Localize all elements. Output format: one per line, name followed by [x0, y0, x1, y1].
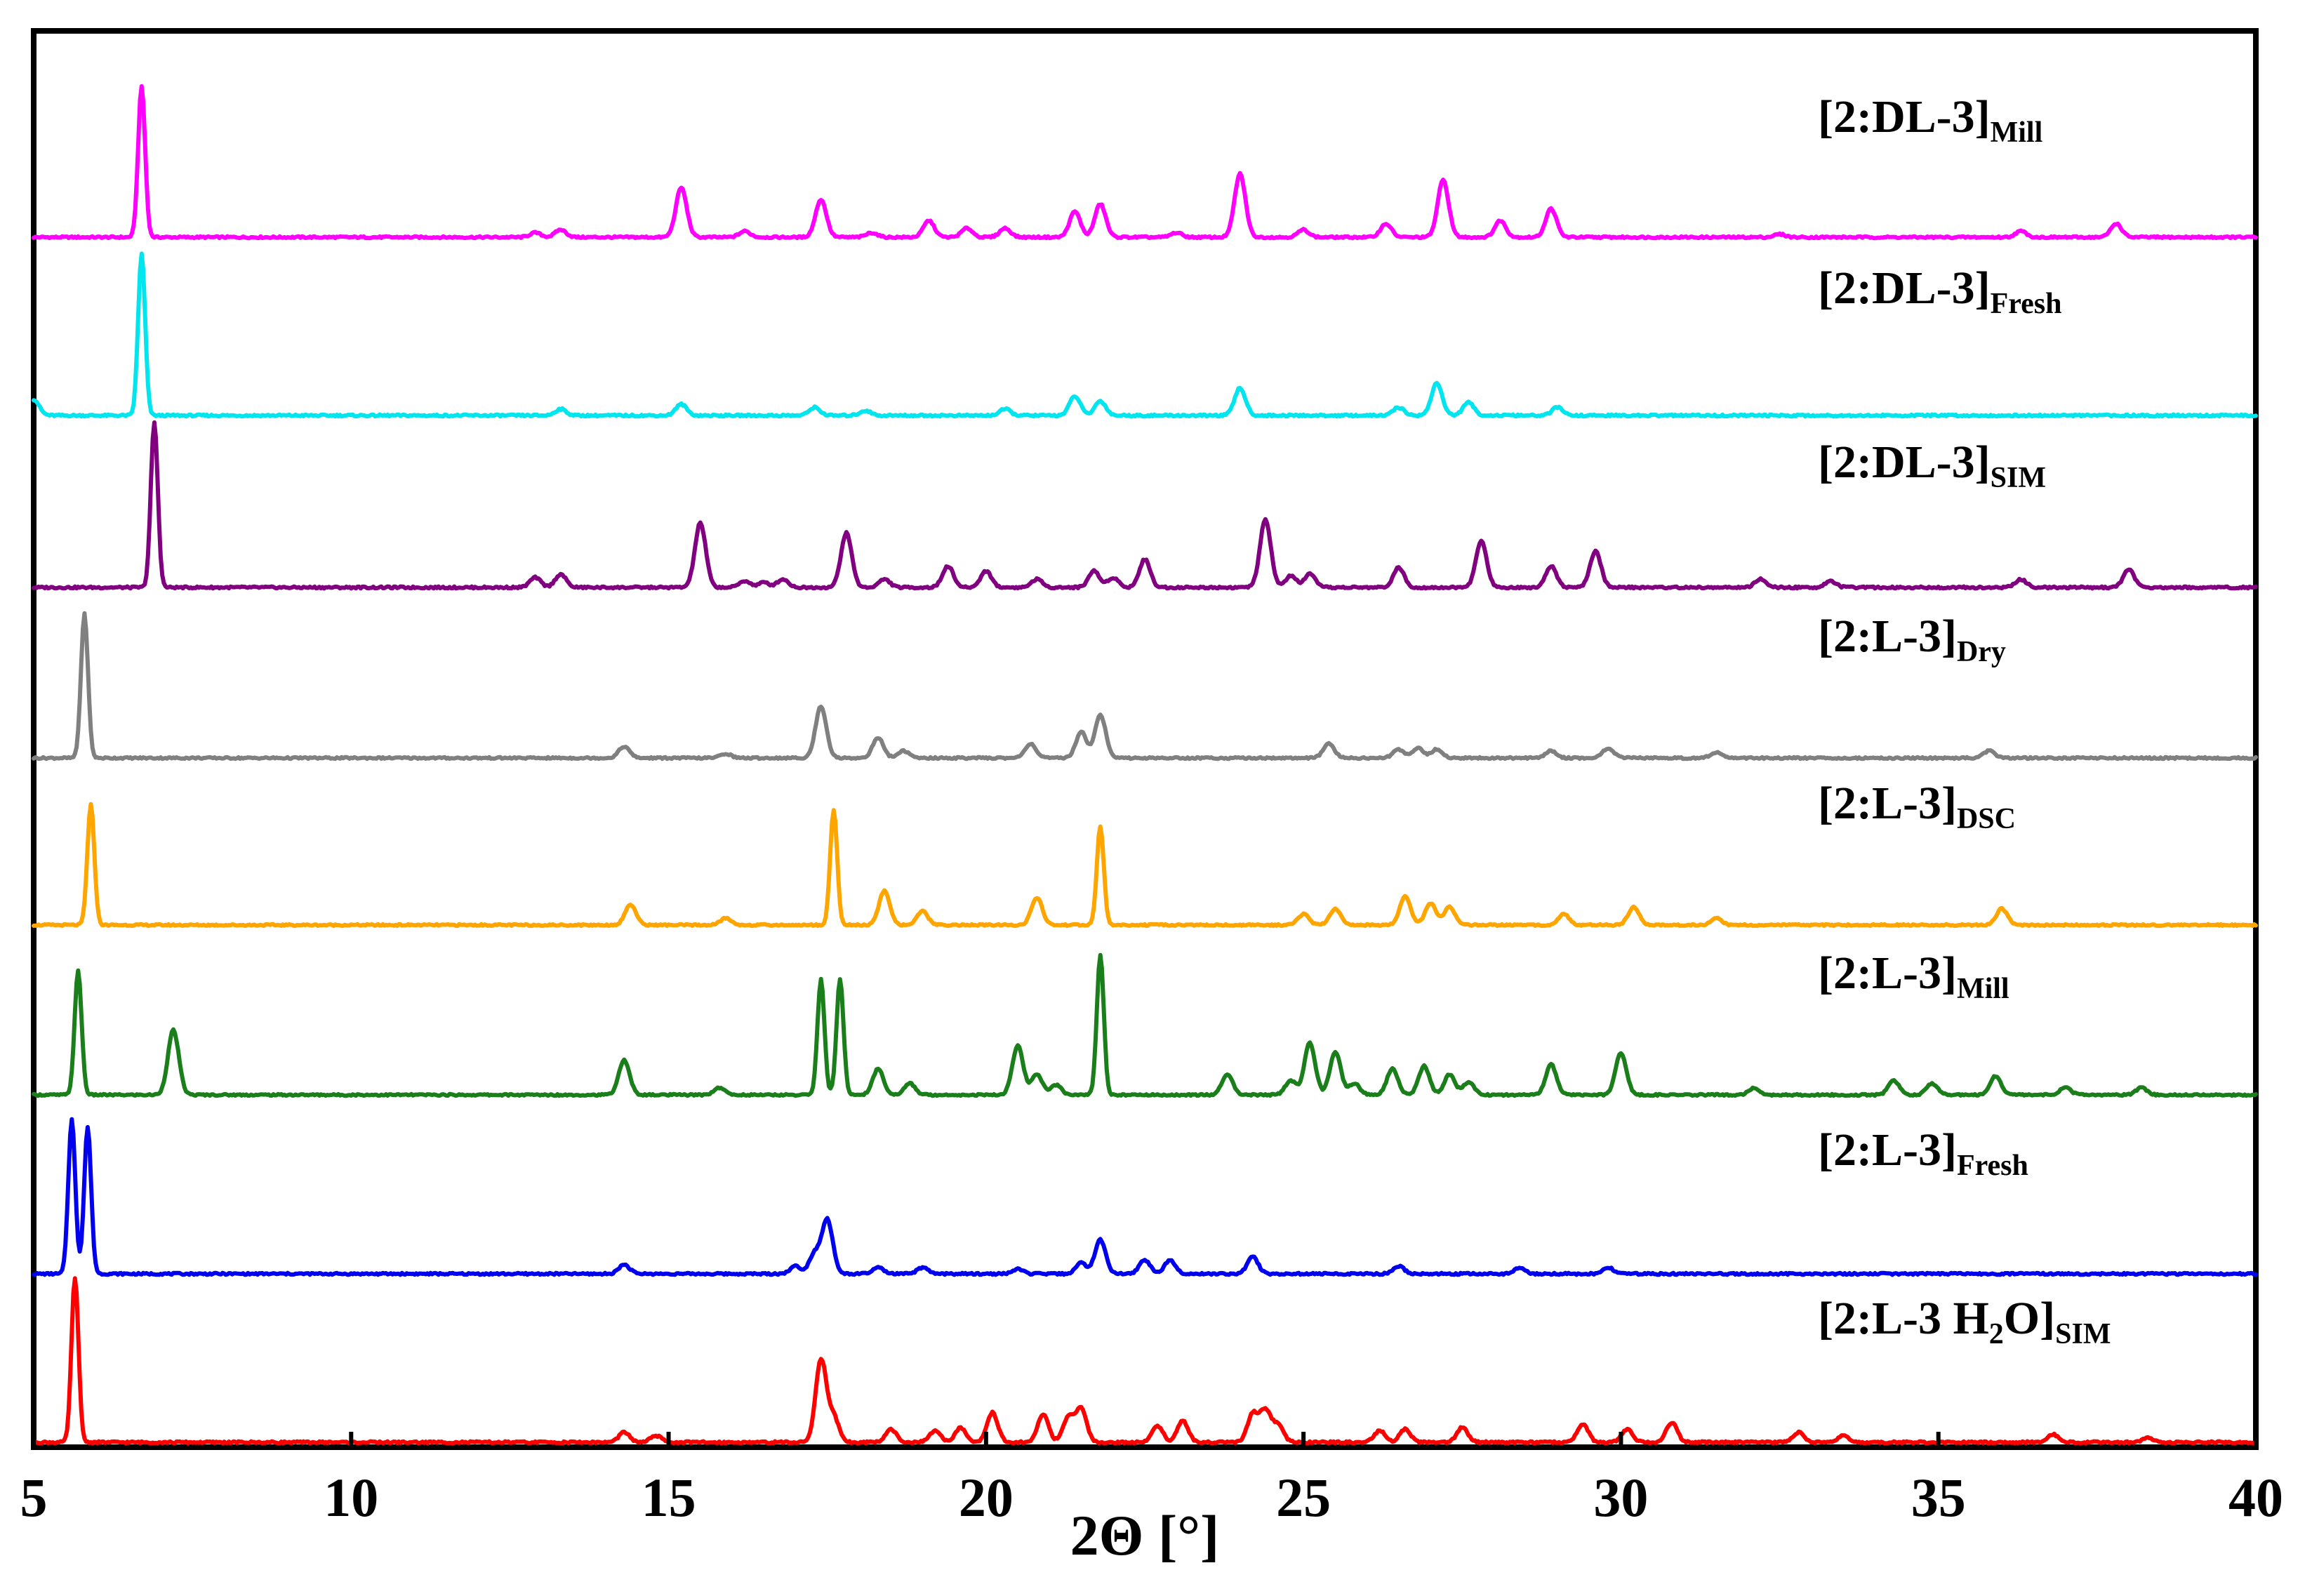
x-tick-label-30: 30 — [1593, 1467, 1648, 1528]
series-line-7 — [32, 1117, 2258, 1277]
series-label-5: [2:L-3]DSC — [1818, 778, 2016, 835]
x-tick-label-25: 25 — [1276, 1467, 1331, 1528]
plot-frame — [31, 28, 2259, 1450]
series-line-5 — [32, 802, 2258, 929]
series-label-2: [2:DL-3]Fresh — [1818, 262, 2062, 320]
x-tick-label-10: 10 — [324, 1467, 378, 1528]
series-label-3: [2:DL-3]SIM — [1818, 437, 2046, 494]
series-label-8: [2:L-3 H2O]SIM — [1818, 1293, 2111, 1350]
series-label-7: [2:L-3]Fresh — [1818, 1124, 2028, 1182]
series-labels: [2:DL-3]Mill [2:DL-3]Fresh [2:DL-3]SIM [2:L… — [1818, 91, 2111, 1350]
x-tick-label-35: 35 — [1911, 1467, 1966, 1528]
x-tick-label-20: 20 — [959, 1467, 1014, 1528]
series-line-4 — [32, 611, 2258, 762]
x-tick-label-40: 40 — [2228, 1467, 2283, 1528]
series-line-1 — [32, 84, 2258, 241]
series-line-3 — [32, 420, 2258, 591]
series-label-1: [2:DL-3]Mill — [1818, 91, 2042, 149]
series-line-8 — [32, 1276, 2258, 1446]
series-traces — [32, 84, 2258, 1446]
x-axis-label: 2Θ [°] — [1070, 1503, 1220, 1567]
series-line-6 — [32, 952, 2258, 1098]
x-axis-ticks: 5 10 15 20 25 30 35 40 — [20, 1432, 2283, 1528]
series-line-2 — [32, 251, 2258, 419]
x-tick-label-15: 15 — [642, 1467, 696, 1528]
series-label-4: [2:L-3]Dry — [1818, 611, 2006, 668]
x-tick-label-5: 5 — [20, 1467, 48, 1528]
series-label-6: [2:L-3]Mill — [1818, 947, 2009, 1005]
